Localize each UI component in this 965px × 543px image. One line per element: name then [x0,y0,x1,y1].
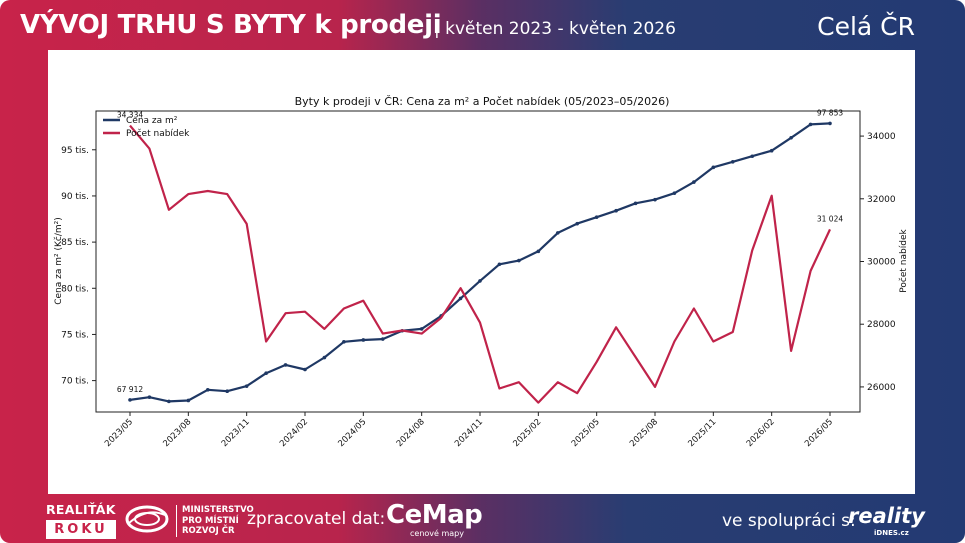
price-point [322,355,327,360]
ministry-line2: PRO MÍSTNÍ [182,515,239,526]
legend-label-offers: Počet nabídek [126,128,190,139]
chart-title: Byty k prodeji v ČR: Cena za m² a Počet … [295,95,670,108]
price-point [167,399,171,404]
left-tick-label: 80 tis. [61,284,89,294]
left-tick-label: 95 tis. [61,146,89,156]
right-axis-label: Počet nabídek [898,229,909,293]
price-point [614,208,618,213]
price-point [808,122,813,127]
realitak-line2: ROKU [46,520,116,539]
x-tick-label: 2023/11 [220,417,252,449]
reality-idnes-domain: iDNES.cz [874,529,909,537]
price-point [380,337,385,341]
processed-by-label: zpracovatel dat: [247,509,386,529]
price-point [497,262,502,267]
x-tick-label: 2025/02 [511,417,543,449]
price-point [555,231,560,235]
cemap-logo: CeMap [386,500,483,530]
left-tick-label: 90 tis. [61,192,89,202]
x-tick-label: 2026/02 [745,417,777,449]
price-point [478,279,482,283]
ministry-line1: MINISTERSTVO [182,505,254,515]
price-point [342,340,346,344]
x-tick-label: 2024/05 [336,417,368,449]
price-point [517,258,521,263]
price-point [186,398,191,403]
x-tick-label: 2023/08 [161,417,193,449]
chart-legend: Cena za m² Počet nabídek [103,116,190,139]
price-point [303,367,307,372]
price-point [225,389,230,394]
x-tick-label: 2024/02 [278,417,310,449]
data-labels: 67 912 97 853 34 334 31 024 [117,108,843,393]
header-bar: VÝVOJ TRHU S BYTY k prodeji | květen 202… [0,0,965,48]
legend-label-price: Cena za m² [126,116,178,126]
series-end-label: 34 334 [117,111,143,120]
price-point [419,327,424,331]
price-point [264,371,268,376]
price-point [789,135,793,140]
price-point [594,215,599,219]
price-point [128,398,132,402]
x-tick-label: 2026/05 [803,417,835,449]
x-axis: 2023/05 2023/08 2023/11 2024/02 2024/05 2024/… [103,412,835,449]
realitak-roku-logo: REALIŤÁK ROKU [46,502,118,539]
x-tick-label: 2025/08 [628,417,660,449]
realitak-line1: REALIŤÁK [46,502,116,517]
x-tick-label: 2023/05 [103,417,135,449]
left-axis: 70 tis. 75 tis. 80 tis. 85 tis. 90 tis. 95 ti… [61,146,96,387]
dual-axis-line-chart: Byty k prodeji v ČR: Cena za m² a Počet … [53,95,909,449]
plot-area [95,110,861,413]
price-point [692,180,696,184]
price-point [672,191,677,195]
left-tick-label: 70 tis. [61,377,89,387]
chart-panel: Byty k prodeji v ČR: Cena za m² a Počet … [48,50,915,494]
price-point [769,148,774,153]
footer-bar: REALIŤÁK ROKU MINISTERSTVO PRO MÍSTNÍ RO… [0,494,965,543]
price-point [711,165,716,170]
price-point [458,296,463,301]
price-point [653,197,657,202]
left-tick-label: 85 tis. [61,238,89,248]
price-point [828,121,832,126]
reality-idnes-logo: reality [848,504,925,528]
x-tick-label: 2025/05 [570,417,602,449]
ministry-emblem-icon [125,505,169,533]
right-tick-label: 30000 [867,258,896,268]
cooperation-label: ve spolupráci s: [722,511,856,531]
ministry-logo-text: MINISTERSTVO PRO MÍSTNÍ ROZVOJ ČR [176,505,254,537]
x-tick-label: 2024/08 [395,417,427,449]
right-tick-label: 26000 [867,383,896,393]
left-axis-label: Cena za m² (Kč/m²) [53,217,64,305]
region-label: Celá ČR [817,12,915,41]
series-line-offers [129,124,831,404]
price-point [750,154,755,159]
series-end-label: 67 912 [117,385,143,394]
price-point [730,159,735,164]
series-end-label: 31 024 [817,214,843,223]
price-point [283,363,288,367]
right-tick-label: 32000 [867,195,896,205]
x-tick-label: 2025/11 [686,417,718,449]
page-title: VÝVOJ TRHU S BYTY k prodeji [20,10,442,40]
price-point [633,201,638,206]
left-tick-label: 75 tis. [61,330,89,340]
cemap-tagline: cenové mapy [410,529,464,538]
right-axis: 26000 28000 30000 32000 34000 [860,132,896,393]
series-line-price [129,122,831,403]
price-point [205,388,210,392]
period-subtitle: | květen 2023 - květen 2026 [434,19,676,39]
price-point [575,221,580,226]
right-tick-label: 28000 [867,320,896,330]
ministry-line3: ROZVOJ ČR [182,526,235,536]
x-tick-label: 2024/11 [453,417,485,449]
price-point [361,338,366,342]
price-point [244,384,249,388]
series-end-label: 97 853 [817,108,843,117]
price-point [147,395,152,400]
price-point [536,249,541,254]
series-layer [128,121,832,404]
right-tick-label: 34000 [867,132,896,142]
